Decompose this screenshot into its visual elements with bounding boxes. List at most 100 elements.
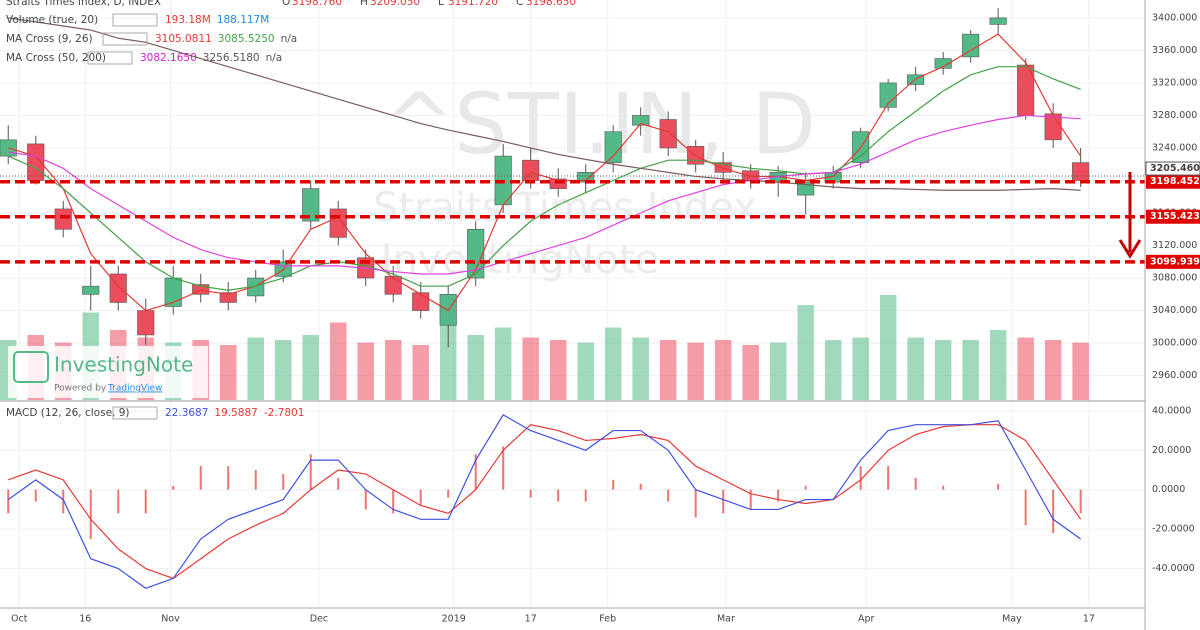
legend-title: Straits Times Index, D, INDEX <box>6 0 161 8</box>
y-tick-label: 3240.000 <box>1152 142 1197 153</box>
ohlc-readout: O <box>282 0 290 8</box>
level-label: 3099.939 <box>1150 256 1200 267</box>
macd-histogram <box>502 446 505 490</box>
candle-body <box>137 310 155 336</box>
volume-bar <box>907 337 924 400</box>
y-tick-label: 3080.000 <box>1152 273 1197 284</box>
macd-histogram <box>364 489 367 510</box>
volume-bar <box>687 342 704 400</box>
macd-layer <box>7 414 1082 589</box>
watermark: Straits Times Index <box>373 185 757 231</box>
watermark: InvestingNote <box>381 237 660 283</box>
macd-histogram <box>887 466 890 490</box>
x-tick-label: Nov <box>161 614 180 625</box>
volume-bar <box>797 305 814 400</box>
legend-buttons <box>87 51 133 65</box>
ohlc-readout: 3191.720 <box>448 0 498 8</box>
macd-histogram <box>914 477 917 490</box>
macd-histogram <box>859 466 862 490</box>
legend-readout: n/a <box>266 52 283 64</box>
legend-buttons <box>112 13 158 27</box>
legend-readout: 19.5887 <box>214 407 257 419</box>
volume-bar <box>384 340 402 400</box>
volume-bar <box>357 342 374 400</box>
candle-body <box>549 178 567 189</box>
y-tick-label: 0.0000 <box>1152 484 1185 495</box>
watermark: ^STI.IN, D <box>384 75 816 173</box>
legend-name: Volume (true, 20) <box>6 14 98 26</box>
volume-bar <box>247 337 264 400</box>
level-label-box <box>1146 209 1200 224</box>
level-label-box <box>1146 174 1200 189</box>
volume-bar <box>1017 337 1034 400</box>
y-tick-label: 3400.000 <box>1152 12 1197 23</box>
y-tick-label: 3000.000 <box>1152 338 1197 349</box>
price-layer <box>0 8 1145 348</box>
y-tick-label: 3320.000 <box>1152 77 1197 88</box>
volume-bar <box>522 337 539 400</box>
legend-readout: 3256.5180 <box>203 52 260 64</box>
macd-histogram <box>1079 489 1082 514</box>
last-price-box <box>1145 161 1200 176</box>
volume-bar <box>274 340 292 400</box>
legend-readout: 3105.0811 <box>155 33 212 45</box>
volume-bar <box>439 325 457 400</box>
volume-bar <box>412 345 429 400</box>
ma-line <box>8 114 1081 275</box>
ohlc-readout: C <box>516 0 523 8</box>
x-tick-label: 17 <box>525 614 537 625</box>
macd-histogram <box>474 454 477 490</box>
y-tick-label: 3040.000 <box>1152 305 1197 316</box>
macd-histogram <box>529 489 532 498</box>
macd-line <box>7 414 1082 589</box>
macd-histogram <box>62 489 65 514</box>
ohlc-readout: 3198.760 <box>292 0 342 8</box>
macd-histogram <box>804 485 807 490</box>
legend-name: MA Cross (50, 200) <box>6 52 106 64</box>
macd-histogram <box>942 485 945 490</box>
logo-link[interactable]: TradingView <box>107 384 162 394</box>
macd-histogram <box>282 473 285 490</box>
macd-histogram <box>254 470 257 490</box>
volume-bar <box>659 340 677 400</box>
logo-tagline: Powered by <box>54 384 107 394</box>
volume-bar <box>769 342 787 400</box>
volume-bar <box>632 337 649 400</box>
candle-body <box>82 285 100 295</box>
macd-histogram <box>34 489 37 502</box>
ohlc-readout: H <box>360 0 368 8</box>
macd-histogram <box>89 489 92 540</box>
candle-body <box>329 208 347 238</box>
macd-histogram <box>749 489 752 510</box>
y-tick-label: 2960.000 <box>1152 370 1197 381</box>
legend-buttons <box>102 32 148 46</box>
volume-bar <box>962 340 979 400</box>
volume-bar <box>879 295 897 400</box>
grid <box>0 0 1145 608</box>
candle-body <box>1072 162 1090 181</box>
volume-bar <box>742 345 759 400</box>
legend-readout: 193.18M <box>165 14 211 26</box>
legend-name: MA Cross (9, 26) <box>6 33 93 45</box>
macd-histogram <box>7 489 10 514</box>
macd-histogram <box>612 479 615 490</box>
macd-histogram <box>997 483 1000 490</box>
candle-body <box>934 58 952 69</box>
legend-readout: 22.3687 <box>165 407 208 419</box>
ma-line <box>8 66 1081 291</box>
legend-readout: 188.117M <box>217 14 269 26</box>
logo: InvestingNote Powered by TradingView <box>8 346 208 398</box>
candle-body <box>522 159 540 181</box>
volume-bar <box>219 345 237 400</box>
ohlc-readout: 3198.650 <box>526 0 576 8</box>
y-tick-label: 3360.000 <box>1152 45 1197 56</box>
volume-bar <box>549 340 567 400</box>
logo-name: InvestingNote <box>54 353 193 377</box>
candle-body <box>384 276 402 295</box>
level-label: 3198.452 <box>1150 176 1200 187</box>
legend-readout: 3085.5250 <box>218 33 275 45</box>
macd-histogram <box>144 489 147 514</box>
macd-histogram <box>639 483 642 490</box>
macd-histogram <box>199 466 202 490</box>
